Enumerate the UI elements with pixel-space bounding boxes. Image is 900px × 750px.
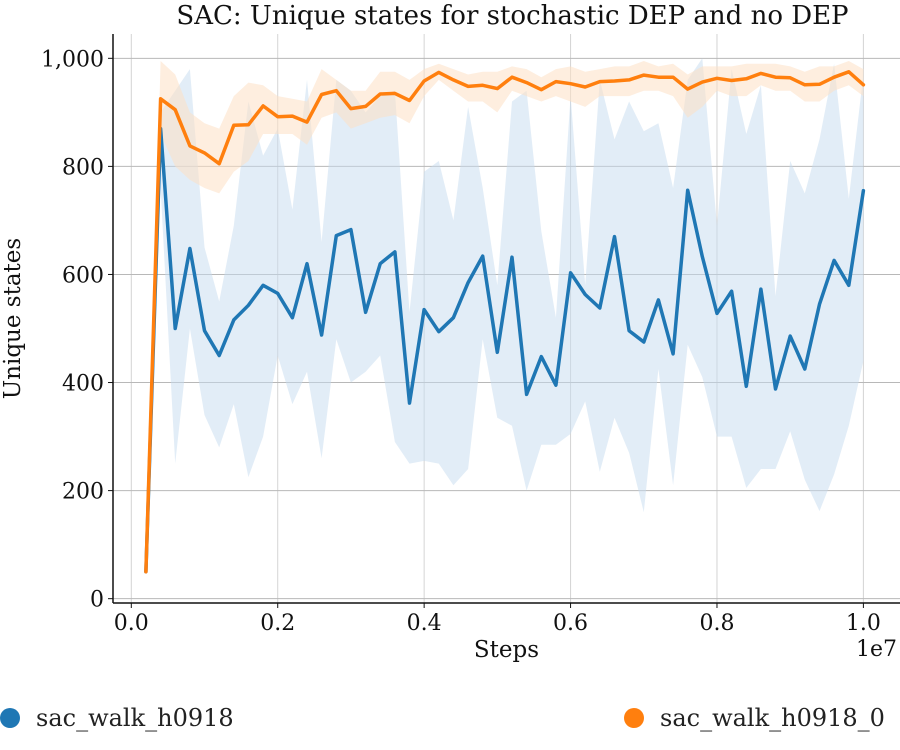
y-axis-label: Unique states xyxy=(0,238,26,399)
tick-labels: 0.0 0.2 0.4 0.6 0.8 1.0 0 200 400 600 800 1,000 xyxy=(41,47,881,636)
chart-title: SAC: Unique states for stochastic DEP an… xyxy=(176,1,848,31)
legend-marker-series-1 xyxy=(624,708,644,728)
y-tick-label-3: 600 xyxy=(62,263,104,288)
legend-label-series-1: sac_walk_h0918_0 xyxy=(660,704,885,732)
legend-item-series-0[interactable]: sac_walk_h0918 xyxy=(0,704,234,732)
y-tick-label-4: 800 xyxy=(62,155,104,180)
legend-marker-series-0 xyxy=(0,708,20,728)
series-line-1 xyxy=(144,70,866,574)
x-axis-label: Steps xyxy=(474,637,539,663)
series-lines xyxy=(144,70,866,574)
legend-label-series-0: sac_walk_h0918 xyxy=(36,704,234,732)
y-tick-label-0: 0 xyxy=(90,588,104,613)
axes xyxy=(112,34,900,604)
series-line-0 xyxy=(144,126,866,574)
x-tick-label-1: 0.2 xyxy=(260,611,295,636)
x-tick-label-5: 1.0 xyxy=(846,611,881,636)
x-tick-label-0: 0.0 xyxy=(114,611,149,636)
x-tick-label-3: 0.6 xyxy=(553,611,588,636)
x-tick-label-2: 0.4 xyxy=(407,611,442,636)
y-tick-label-1: 200 xyxy=(62,480,104,505)
y-tick-label-2: 400 xyxy=(62,372,104,397)
x-axis-offset-label: 1e7 xyxy=(856,637,897,662)
x-tick-label-4: 0.8 xyxy=(699,611,734,636)
legend-item-series-1[interactable]: sac_walk_h0918_0 xyxy=(624,704,885,732)
y-tick-label-5: 1,000 xyxy=(41,47,104,72)
